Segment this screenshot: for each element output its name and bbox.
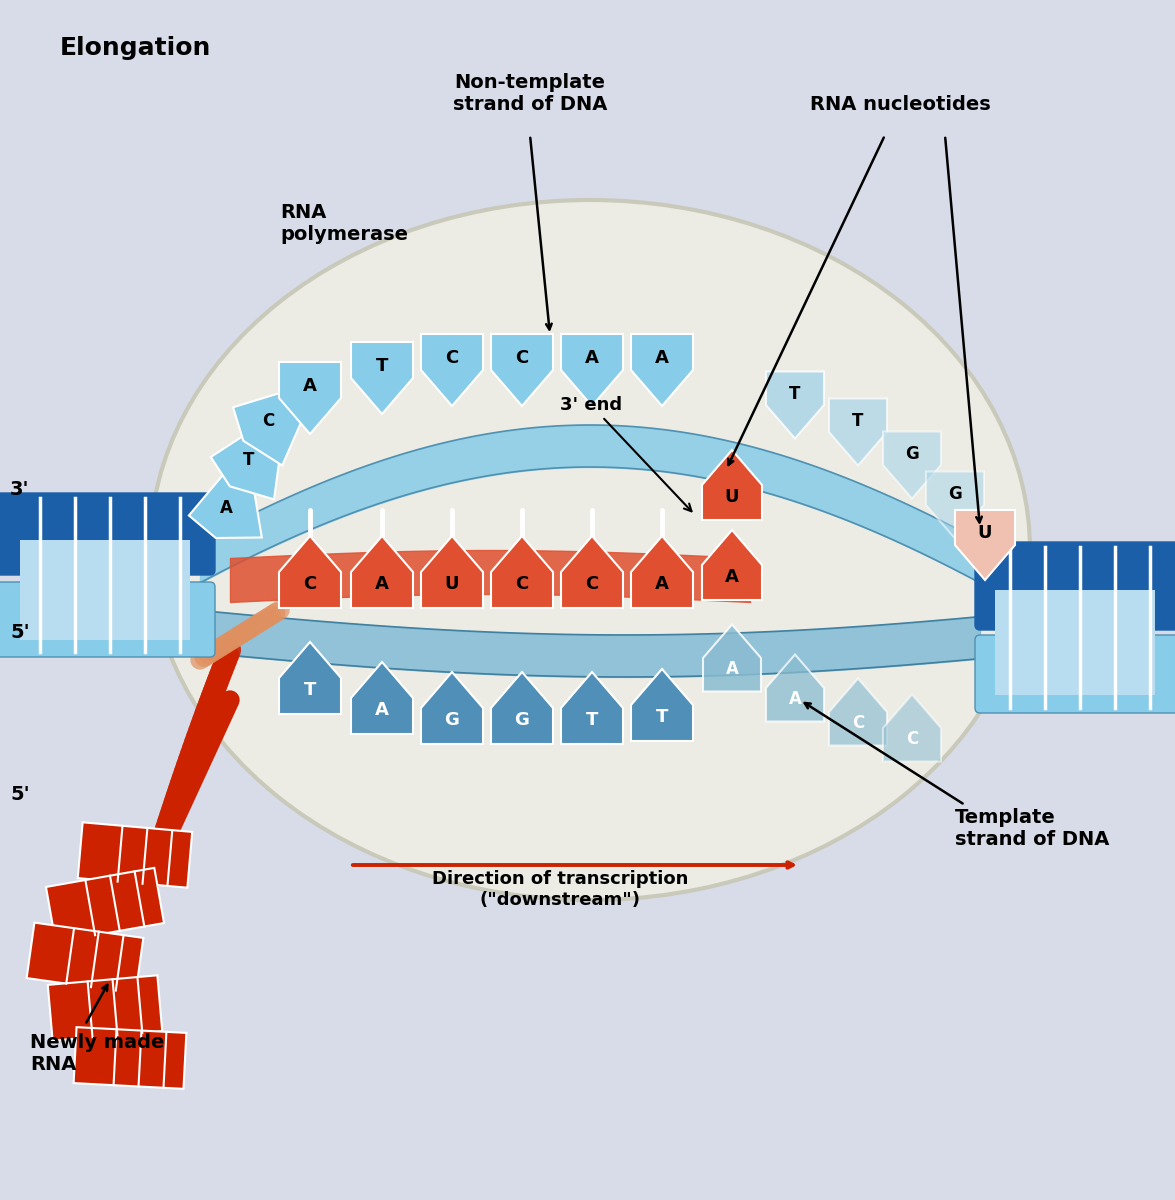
Polygon shape: [421, 672, 483, 744]
Text: RNA nucleotides: RNA nucleotides: [810, 95, 991, 114]
Polygon shape: [74, 1027, 187, 1088]
Text: G: G: [905, 445, 919, 463]
Text: C: C: [852, 714, 864, 732]
Text: U: U: [445, 575, 459, 593]
Text: T: T: [304, 680, 316, 698]
Polygon shape: [882, 432, 941, 498]
Text: RNA
polymerase: RNA polymerase: [280, 203, 408, 244]
Text: Non-template
strand of DNA: Non-template strand of DNA: [452, 73, 607, 114]
Text: A: A: [656, 575, 669, 593]
FancyBboxPatch shape: [0, 582, 215, 656]
Text: C: C: [303, 575, 316, 593]
Polygon shape: [491, 672, 553, 744]
Text: U: U: [725, 487, 739, 505]
Polygon shape: [189, 469, 262, 538]
Polygon shape: [351, 342, 412, 414]
Polygon shape: [926, 472, 983, 539]
Text: G: G: [948, 485, 962, 503]
Polygon shape: [351, 536, 412, 608]
Polygon shape: [882, 695, 941, 762]
Text: C: C: [585, 575, 598, 593]
FancyBboxPatch shape: [0, 493, 215, 575]
Polygon shape: [421, 334, 483, 406]
Polygon shape: [210, 425, 280, 499]
Text: Elongation: Elongation: [60, 36, 212, 60]
Polygon shape: [491, 334, 553, 406]
Polygon shape: [46, 868, 164, 942]
Text: 5': 5': [11, 623, 29, 642]
Text: T: T: [790, 385, 800, 403]
Polygon shape: [766, 372, 824, 438]
Text: A: A: [725, 568, 739, 586]
Text: T: T: [376, 358, 388, 374]
Polygon shape: [78, 822, 193, 888]
Text: G: G: [515, 710, 530, 728]
Text: A: A: [220, 498, 233, 516]
FancyBboxPatch shape: [975, 542, 1175, 630]
Text: T: T: [852, 412, 864, 430]
Text: A: A: [375, 575, 389, 593]
Ellipse shape: [150, 200, 1030, 900]
Polygon shape: [631, 536, 693, 608]
Polygon shape: [278, 642, 341, 714]
Text: A: A: [788, 690, 801, 708]
Polygon shape: [830, 678, 887, 745]
Text: G: G: [444, 710, 459, 728]
Text: C: C: [906, 730, 918, 748]
Polygon shape: [560, 536, 623, 608]
Polygon shape: [830, 398, 887, 466]
Text: A: A: [585, 349, 599, 367]
Polygon shape: [701, 450, 763, 520]
Text: Template
strand of DNA: Template strand of DNA: [955, 808, 1109, 850]
Polygon shape: [278, 362, 341, 434]
Text: T: T: [243, 451, 254, 469]
Text: C: C: [516, 349, 529, 367]
Text: 3' end: 3' end: [560, 396, 692, 511]
Polygon shape: [233, 390, 301, 466]
Polygon shape: [491, 536, 553, 608]
Text: 5': 5': [11, 785, 29, 804]
Polygon shape: [955, 510, 1015, 580]
Text: U: U: [978, 524, 992, 542]
FancyBboxPatch shape: [995, 590, 1155, 695]
Polygon shape: [351, 662, 412, 734]
Polygon shape: [560, 672, 623, 744]
Polygon shape: [766, 654, 824, 721]
FancyBboxPatch shape: [20, 540, 190, 640]
Polygon shape: [421, 536, 483, 608]
Text: C: C: [445, 349, 458, 367]
Polygon shape: [48, 976, 162, 1040]
Polygon shape: [631, 334, 693, 406]
Text: A: A: [375, 701, 389, 719]
Polygon shape: [631, 670, 693, 740]
Text: 3': 3': [11, 480, 29, 499]
Polygon shape: [27, 923, 143, 994]
Text: C: C: [262, 412, 275, 430]
Text: Direction of transcription
("downstream"): Direction of transcription ("downstream"…: [432, 870, 689, 910]
Text: Newly made
RNA: Newly made RNA: [31, 1033, 164, 1074]
Polygon shape: [278, 536, 341, 608]
Polygon shape: [560, 334, 623, 406]
Text: A: A: [656, 349, 669, 367]
Text: T: T: [586, 710, 598, 728]
Text: C: C: [516, 575, 529, 593]
FancyBboxPatch shape: [975, 635, 1175, 713]
Text: A: A: [726, 660, 738, 678]
Text: A: A: [303, 377, 317, 395]
Polygon shape: [703, 624, 761, 691]
Text: T: T: [656, 708, 669, 726]
Polygon shape: [701, 530, 763, 600]
